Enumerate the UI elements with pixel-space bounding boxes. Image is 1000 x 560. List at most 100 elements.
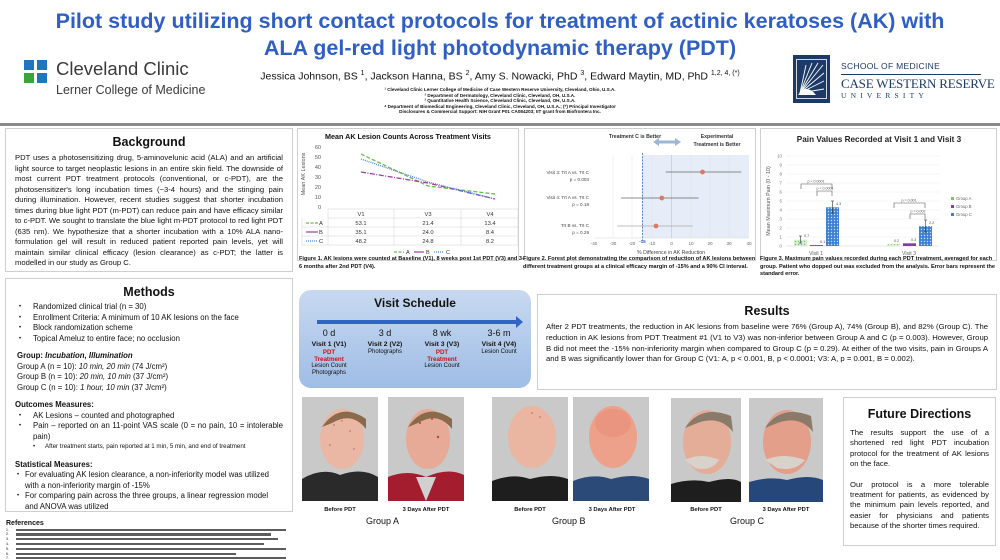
author-name: Jackson Hanna, BS — [370, 70, 463, 83]
svg-text:A: A — [319, 221, 323, 227]
svg-text:2.2: 2.2 — [929, 221, 934, 225]
references-heading: References — [6, 520, 44, 527]
affiliation-line: ⁴ Department of Biomedical Engineering, … — [384, 103, 616, 109]
group-label: Group C (n = 10): — [17, 382, 78, 392]
svg-text:24.0: 24.0 — [422, 230, 433, 236]
svg-text:60: 60 — [315, 145, 321, 151]
logo-divider — [841, 74, 981, 75]
svg-text:9: 9 — [780, 163, 783, 168]
visit-note: Photographs — [367, 348, 403, 355]
group-c-line: Group C (n = 10): 1 hour, 10 min (37 J/c… — [15, 383, 283, 394]
author-name: Edward Maytin, MD, PhD — [590, 70, 708, 83]
lerner-college-name: Lerner College of Medicine — [56, 83, 206, 97]
author-list: Jessica Johnson, BS 1, Jackson Hanna, BS… — [260, 70, 740, 83]
figure-2-caption: Figure 2. Forest plot demonstrating the … — [523, 256, 756, 270]
svg-text:1: 1 — [780, 235, 783, 240]
svg-text:0.3: 0.3 — [911, 238, 916, 242]
reference-item: 3. — [6, 537, 286, 541]
svg-text:4.3: 4.3 — [836, 202, 841, 206]
svg-text:p = 0.29: p = 0.29 — [572, 230, 589, 235]
visit-name: Visit 3 (V3) — [424, 341, 460, 348]
reference-item: 5. — [6, 547, 286, 551]
svg-text:C: C — [446, 250, 450, 256]
svg-text:4: 4 — [780, 208, 783, 213]
visit-schedule: Visit Schedule 0 d Visit 1 (V1) PDT Trea… — [299, 290, 531, 388]
case-western-name: CASE WESTERN RESERVE — [841, 76, 995, 91]
svg-text:Visit 3: Trt A vs. Trt C: Visit 3: Trt A vs. Trt C — [546, 170, 589, 175]
svg-text:p = 0.18: p = 0.18 — [572, 202, 589, 207]
background-text: PDT uses a photosensitizing drug, 5-amin… — [15, 153, 283, 267]
affiliations: ¹ Cleveland Clinic Lerner College of Med… — [240, 87, 760, 115]
future-paragraph: The results support the use of a shorten… — [850, 428, 989, 469]
visit-pdt-label: PDT — [322, 348, 336, 356]
svg-text:Visit 3: Visit 3 — [902, 251, 916, 257]
results-section: Results After 2 PDT treatments, the redu… — [537, 294, 997, 390]
svg-text:10: 10 — [688, 241, 694, 246]
svg-text:20: 20 — [315, 185, 321, 191]
group-a-line: Group A (n = 10): 10 min, 20 min (74 J/c… — [15, 362, 283, 373]
sunburst-icon — [793, 55, 830, 103]
visit-time: 3-6 m — [487, 328, 511, 338]
svg-text:-15: -15 — [639, 239, 646, 244]
reference-item: 2. — [6, 532, 286, 536]
svg-text:V4: V4 — [486, 212, 494, 218]
title-line-1: Pilot study utilizing short contact prot… — [55, 9, 945, 33]
y-axis-label: Mean AK Lesions — [301, 152, 307, 195]
svg-text:8.4: 8.4 — [486, 230, 495, 236]
visit-name: Visit 2 (V2) — [367, 341, 403, 348]
svg-text:30: 30 — [315, 175, 321, 181]
visit-pdt-label: PDT — [435, 348, 449, 356]
group-dose: (37 J/cm²) — [132, 372, 169, 381]
bar-chart-svg: Pain Values Recorded at Visit 1 and Visi… — [766, 135, 972, 257]
svg-text:7: 7 — [780, 181, 783, 186]
methods-bullet: Topical Ameluz to entire face; no occlus… — [15, 334, 283, 345]
svg-text:30: 30 — [726, 241, 732, 246]
forest-plot-svg: Treatment C is Better Experimental Treat… — [546, 134, 752, 256]
author-affil: 1 — [360, 70, 365, 77]
visit-note: Photographs — [311, 369, 347, 376]
photo-group-c-after — [749, 398, 823, 502]
svg-text:Treatment is Better: Treatment is Better — [694, 142, 741, 148]
figure-2-forest-plot: Treatment C is Better Experimental Treat… — [524, 128, 756, 261]
svg-text:p = 0.001: p = 0.001 — [901, 199, 916, 203]
svg-text:B: B — [426, 250, 430, 256]
author-affil: 1,2, 4, (*) — [710, 70, 740, 77]
university-label: UNIVERSITY — [841, 91, 928, 100]
visit-treatment-label: Treatment — [314, 355, 344, 363]
svg-text:Visit 1: Visit 1 — [809, 251, 823, 257]
timeline-arrow-icon — [317, 316, 523, 328]
methods-bullets: Randomized clinical trial (n = 30) Enrol… — [15, 302, 283, 344]
outcome-sub-bullet: After treatment starts, pain reported at… — [15, 442, 283, 453]
svg-text:40: 40 — [315, 165, 321, 171]
cleveland-clinic-logo: Cleveland Clinic Lerner College of Medic… — [24, 58, 224, 104]
reference-item: 6. — [6, 552, 286, 556]
author-name: Jessica Johnson, BS — [260, 70, 358, 83]
svg-text:Treatment C is Better: Treatment C is Better — [609, 134, 661, 140]
background-heading: Background — [112, 135, 186, 149]
photo-label: Before PDT — [324, 507, 356, 513]
svg-text:Group B: Group B — [956, 204, 972, 209]
visit-treatment-label: Treatment — [427, 355, 457, 363]
future-heading: Future Directions — [867, 407, 972, 421]
methods-bullet: Enrollment Criteria: A minimum of 10 AK … — [15, 313, 283, 324]
methods-bullet: Randomized clinical trial (n = 30) — [15, 302, 283, 313]
figure-1-line-chart: Mean AK Lesion Counts Across Treatment V… — [297, 128, 519, 261]
visit-3: 8 wk Visit 3 (V3) PDT Treatment Lesion C… — [414, 328, 470, 370]
cleveland-clinic-mark-icon — [24, 60, 48, 84]
author-affil: 3 — [580, 70, 585, 77]
figure-3-bar-chart: Pain Values Recorded at Visit 1 and Visi… — [760, 128, 997, 261]
visit-name: Visit 1 (V1) — [311, 341, 347, 348]
svg-text:-10: -10 — [649, 241, 656, 246]
svg-text:-40: -40 — [591, 241, 598, 246]
svg-text:8: 8 — [780, 172, 783, 177]
svg-text:-30: -30 — [610, 241, 617, 246]
photo-label: 3 Days After PDT — [402, 507, 450, 513]
svg-text:Group A: Group A — [956, 196, 972, 201]
svg-text:2: 2 — [780, 226, 783, 231]
future-directions-section: Future Directions The results support th… — [843, 397, 996, 546]
svg-text:B: B — [319, 230, 323, 236]
svg-text:Visit 4: Trt A vs. Trt C: Visit 4: Trt A vs. Trt C — [546, 195, 589, 200]
visit-schedule-title: Visit Schedule — [374, 296, 456, 310]
outcome-bullet: Pain – reported on an 11-point VAS scale… — [15, 421, 283, 442]
group-a-label: Group A — [366, 516, 400, 526]
